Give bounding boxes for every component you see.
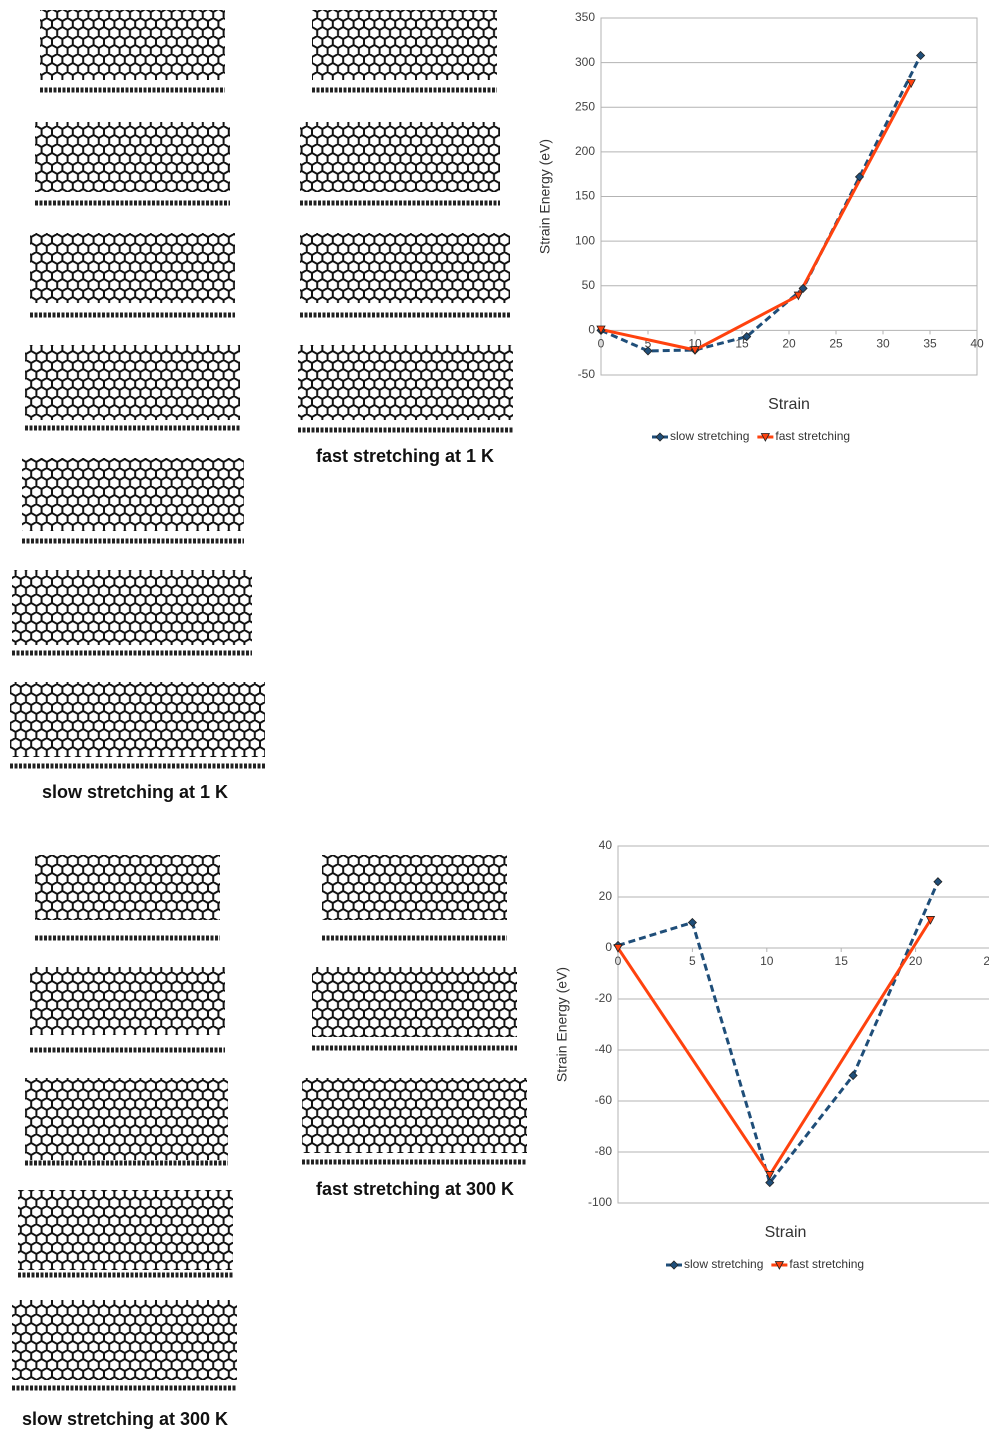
data-point bbox=[934, 878, 942, 886]
y-axis-title: Strain Energy (eV) bbox=[537, 139, 553, 254]
sheet-top-view bbox=[22, 458, 244, 531]
caption: fast stretching at 300 K bbox=[316, 1179, 514, 1199]
y-tick-label: 40 bbox=[599, 838, 613, 852]
y-tick-label: 350 bbox=[575, 10, 595, 24]
x-tick-label: 30 bbox=[876, 337, 890, 351]
x-tick-label: 20 bbox=[782, 337, 796, 351]
y-tick-label: 0 bbox=[605, 940, 612, 954]
sheet-top-view bbox=[298, 345, 513, 420]
sheet-top-view bbox=[40, 10, 225, 80]
y-tick-label: 300 bbox=[575, 55, 595, 69]
sheet-top-view bbox=[322, 855, 507, 920]
sheet-top-view bbox=[12, 1300, 237, 1380]
legend-label: fast stretching bbox=[789, 1257, 864, 1271]
x-tick-label: 5 bbox=[689, 954, 696, 968]
sheet-top-view bbox=[312, 10, 497, 80]
caption: slow stretching at 300 K bbox=[22, 1409, 228, 1429]
y-tick-label: 200 bbox=[575, 144, 595, 158]
y-tick-label: -80 bbox=[595, 1144, 613, 1158]
legend-label: fast stretching bbox=[775, 429, 850, 443]
y-tick-label: 150 bbox=[575, 189, 595, 203]
legend-label: slow stretching bbox=[684, 1257, 763, 1271]
y-tick-label: -50 bbox=[578, 367, 596, 381]
series-line bbox=[618, 882, 938, 1183]
x-axis-title: Strain bbox=[768, 396, 810, 413]
series-line bbox=[601, 55, 921, 350]
data-point bbox=[917, 51, 925, 59]
x-tick-label: 10 bbox=[760, 954, 774, 968]
y-tick-label: 0 bbox=[588, 323, 595, 337]
x-tick-label: 40 bbox=[970, 337, 984, 351]
sheet-top-view bbox=[300, 122, 500, 192]
y-axis-title: Strain Energy (eV) bbox=[554, 967, 570, 1082]
y-tick-label: 20 bbox=[599, 889, 613, 903]
sheet-top-view bbox=[25, 1078, 228, 1160]
sheet-top-view bbox=[12, 570, 252, 645]
x-axis-title: Strain bbox=[765, 1224, 807, 1241]
caption: slow stretching at 1 K bbox=[42, 782, 228, 802]
caption: fast stretching at 1 K bbox=[316, 446, 494, 466]
series-line bbox=[601, 83, 911, 350]
plot-frame bbox=[618, 846, 989, 1203]
data-point bbox=[688, 919, 696, 927]
y-tick-label: -100 bbox=[588, 1195, 612, 1209]
y-tick-label: 250 bbox=[575, 99, 595, 113]
x-tick-label: 35 bbox=[923, 337, 937, 351]
y-tick-label: 50 bbox=[582, 278, 596, 292]
sheet-top-view bbox=[30, 967, 225, 1035]
sheet-top-view bbox=[300, 233, 510, 303]
y-tick-label: -20 bbox=[595, 991, 613, 1005]
y-tick-label: -40 bbox=[595, 1042, 613, 1056]
sheet-top-view bbox=[35, 855, 220, 920]
x-tick-label: 25 bbox=[983, 954, 989, 968]
x-tick-label: 15 bbox=[835, 954, 849, 968]
legend-label: slow stretching bbox=[670, 429, 749, 443]
sheet-top-view bbox=[25, 345, 240, 420]
legend-marker bbox=[656, 433, 664, 441]
sheet-top-view bbox=[35, 122, 230, 192]
x-tick-label: 20 bbox=[909, 954, 923, 968]
sheet-top-view bbox=[18, 1190, 233, 1270]
sheet-top-view bbox=[30, 233, 235, 303]
x-tick-label: 0 bbox=[598, 337, 605, 351]
series-line bbox=[618, 920, 930, 1175]
y-tick-label: -60 bbox=[595, 1093, 613, 1107]
x-tick-label: 25 bbox=[829, 337, 843, 351]
sheet-top-view bbox=[312, 967, 517, 1037]
figure: slow stretching at 1 K fast stretching a… bbox=[0, 0, 989, 1436]
legend-marker bbox=[670, 1261, 678, 1269]
sheet-top-view bbox=[10, 682, 265, 757]
sheet-top-view bbox=[302, 1078, 527, 1153]
x-tick-label: 0 bbox=[615, 954, 622, 968]
y-tick-label: 100 bbox=[575, 233, 595, 247]
